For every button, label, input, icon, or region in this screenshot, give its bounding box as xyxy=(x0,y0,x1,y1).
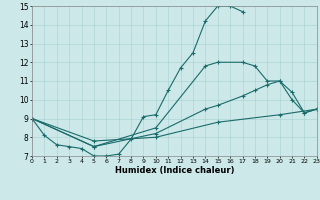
X-axis label: Humidex (Indice chaleur): Humidex (Indice chaleur) xyxy=(115,166,234,175)
